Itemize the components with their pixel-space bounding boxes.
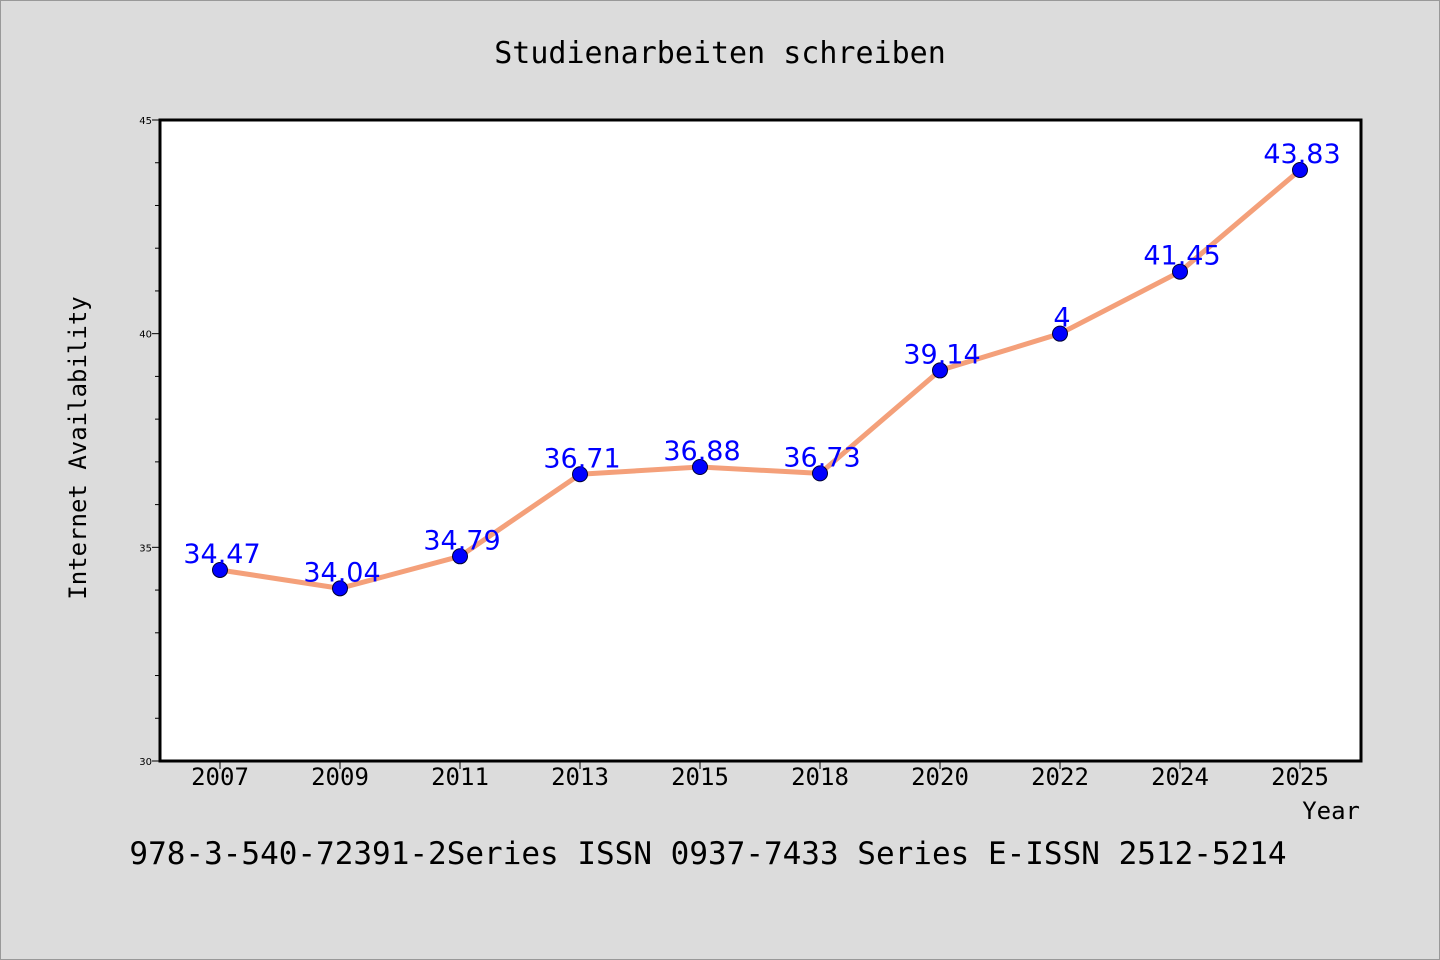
y-tick-label: 30 xyxy=(139,757,152,768)
x-tick-label: 2013 xyxy=(551,763,609,791)
x-tick-label: 2018 xyxy=(791,763,849,791)
data-label: 41.45 xyxy=(1143,241,1220,272)
data-label: 36.88 xyxy=(663,436,740,467)
x-tick-label: 2024 xyxy=(1151,763,1209,791)
x-axis: 2007 2009 2011 2013 2015 2018 2020 2022 2024 2025 xyxy=(191,761,1329,791)
data-label: 39.14 xyxy=(903,339,980,370)
series-line xyxy=(217,167,1303,591)
y-tick-label: 40 xyxy=(139,330,152,341)
data-point xyxy=(932,362,948,379)
data-point xyxy=(332,580,348,597)
y-axis-label: Internet Availability xyxy=(64,296,92,599)
data-point xyxy=(812,465,828,482)
series-layer: 34.47 34.04 34.79 36.71 36.88 36.73 39.14 4 41.4… xyxy=(183,139,1341,597)
y-axis: 30 35 40 45 xyxy=(139,116,160,768)
data-label: 34.04 xyxy=(303,557,380,588)
x-tick-label: 2007 xyxy=(191,763,249,791)
data-label: 34.79 xyxy=(423,525,500,556)
data-point xyxy=(1292,161,1308,178)
footer-text: 978-3-540-72391-2Series ISSN 0937-7433 S… xyxy=(129,836,1286,872)
data-label: 36.73 xyxy=(783,442,860,473)
x-tick-label: 2025 xyxy=(1271,763,1329,791)
data-label: 34.47 xyxy=(183,539,260,570)
data-point xyxy=(692,458,708,475)
y-tick-label: 35 xyxy=(139,543,152,554)
data-point xyxy=(572,466,588,483)
data-point xyxy=(452,548,468,565)
data-point xyxy=(1052,325,1068,342)
x-tick-label: 2022 xyxy=(1031,763,1089,791)
data-point xyxy=(212,561,228,578)
x-tick-label: 2015 xyxy=(671,763,729,791)
x-tick-label: 2011 xyxy=(431,763,489,791)
y-tick-label: 45 xyxy=(139,116,152,127)
x-tick-label: 2020 xyxy=(911,763,969,791)
data-label: 43.83 xyxy=(1263,139,1340,170)
data-point xyxy=(1172,263,1188,280)
x-axis-label: Year xyxy=(1302,797,1360,825)
data-label: 36.71 xyxy=(543,443,620,474)
chart-title: Studienarbeiten schreiben xyxy=(494,36,946,71)
x-tick-label: 2009 xyxy=(311,763,369,791)
plot-area xyxy=(158,118,1363,763)
data-label: 4 xyxy=(1053,303,1070,334)
